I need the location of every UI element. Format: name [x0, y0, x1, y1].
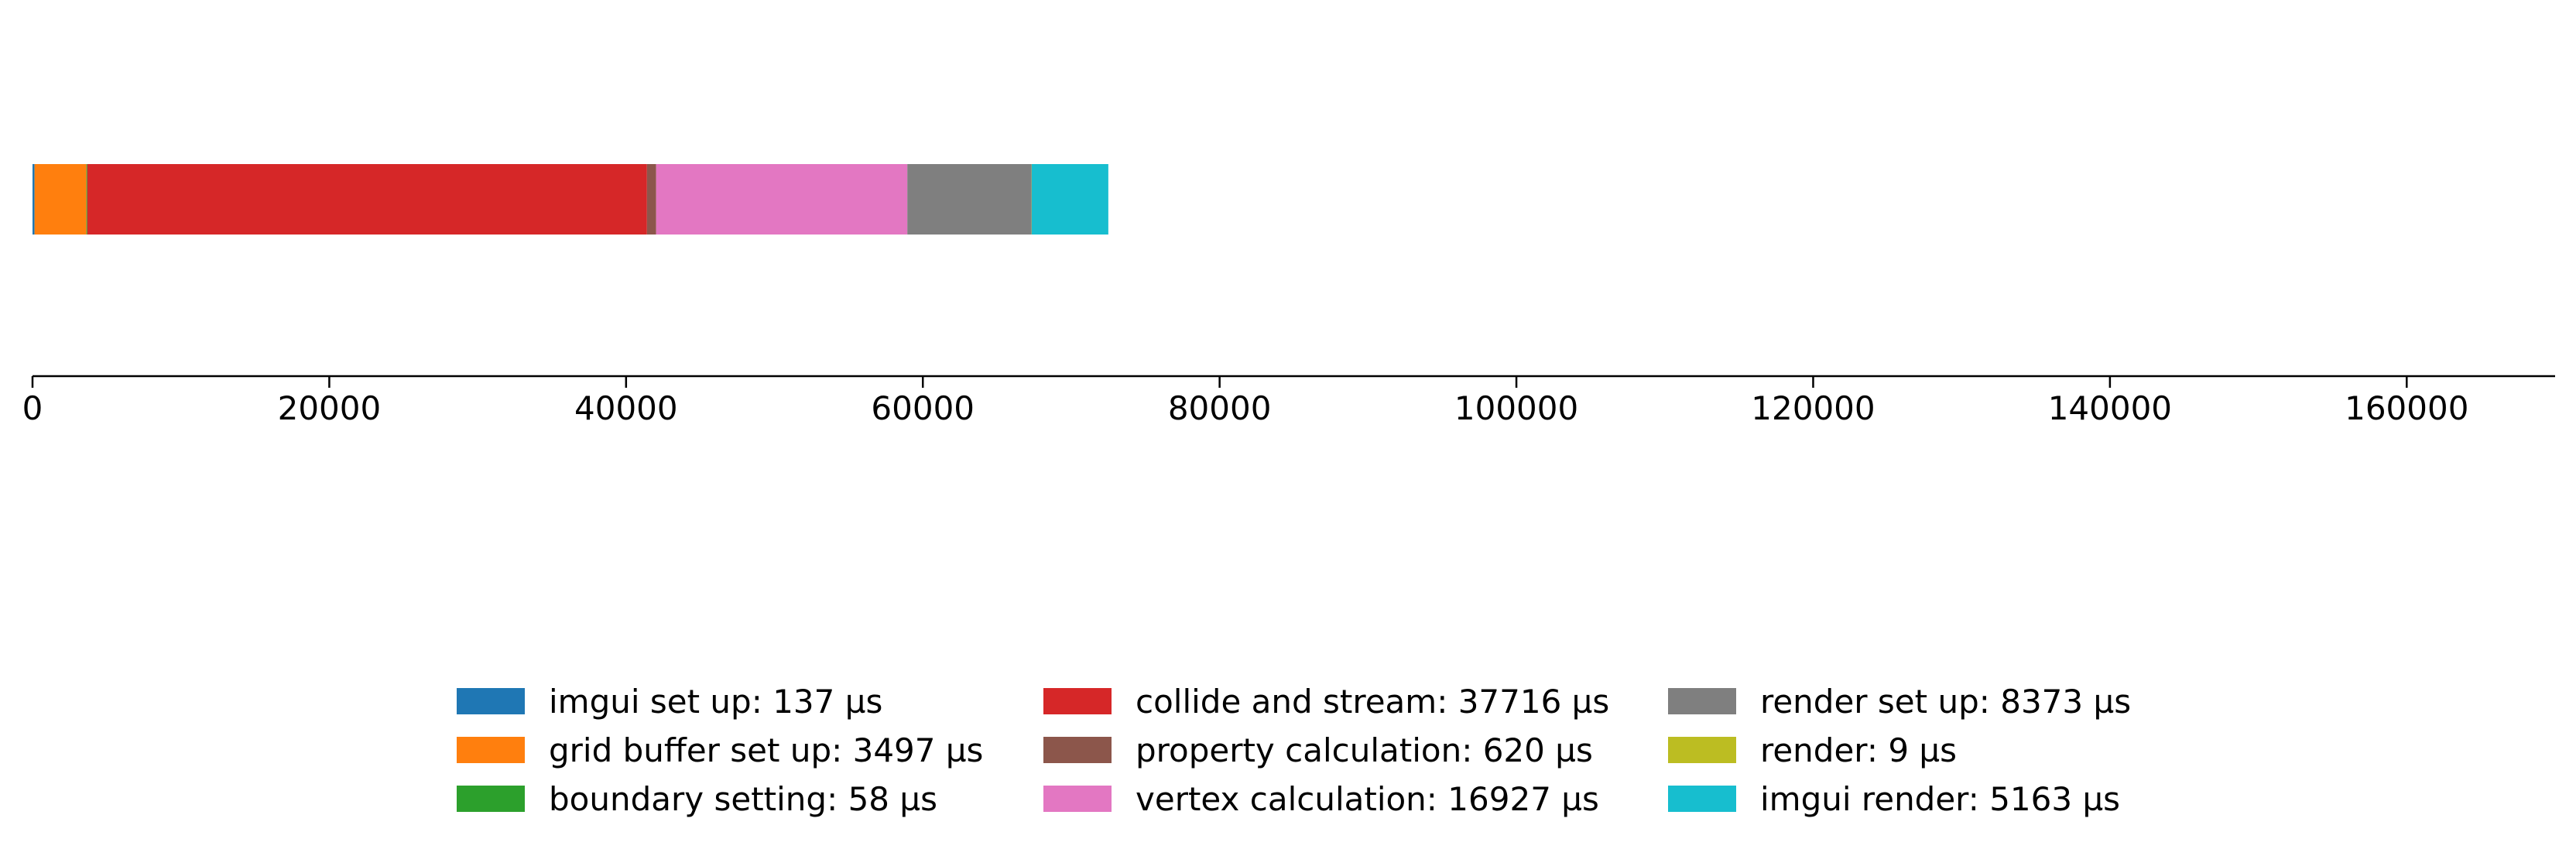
legend-swatch — [1668, 688, 1736, 714]
legend-label: imgui render: 5163 µs — [1760, 780, 2120, 818]
legend-swatch — [1668, 786, 1736, 812]
x-tick-label: 20000 — [278, 389, 382, 427]
x-tick-label: 160000 — [2345, 389, 2468, 427]
bars-layer — [33, 164, 1108, 235]
x-tick-label: 0 — [22, 389, 43, 427]
legend-entry-property-calculation: property calculation: 620 µs — [1043, 731, 1593, 769]
legend-swatch — [457, 737, 525, 763]
bar-segment-vertex-calculation — [656, 164, 908, 235]
legend-swatch — [457, 688, 525, 714]
legend-label: property calculation: 620 µs — [1136, 731, 1593, 769]
legend-swatch — [1668, 737, 1736, 763]
legend-entry-render-set-up: render set up: 8373 µs — [1668, 683, 2131, 721]
legend-entry-grid-buffer-set-up: grid buffer set up: 3497 µs — [457, 731, 983, 769]
bar-segment-property-calculation — [646, 164, 656, 235]
x-tick-label: 40000 — [574, 389, 678, 427]
legend-label: boundary setting: 58 µs — [549, 780, 937, 818]
legend-entry-vertex-calculation: vertex calculation: 16927 µs — [1043, 780, 1599, 818]
x-tick-label: 140000 — [2048, 389, 2172, 427]
x-tick-label: 100000 — [1454, 389, 1578, 427]
legend-entry-imgui-set-up: imgui set up: 137 µs — [457, 683, 882, 721]
legend-label: collide and stream: 37716 µs — [1136, 683, 1609, 721]
legend-entry-render: render: 9 µs — [1668, 731, 1957, 769]
x-tick-label: 60000 — [871, 389, 975, 427]
legend-swatch — [1043, 737, 1112, 763]
x-axis: 0 20000 40000 60000 80000 100000 120000 140000 1… — [22, 375, 2555, 427]
x-tick-label: 80000 — [1168, 389, 1272, 427]
legend-entry-imgui-render: imgui render: 5163 µs — [1668, 780, 2120, 818]
bar-segment-render-set-up — [907, 164, 1032, 235]
legend-swatch — [1043, 786, 1112, 812]
legend-swatch — [457, 786, 525, 812]
legend-label: render: 9 µs — [1760, 731, 1957, 769]
bar-segment-collide-and-stream — [87, 164, 647, 235]
legend: imgui set up: 137 µs grid buffer set up: … — [457, 683, 2131, 818]
x-tick-label: 120000 — [1751, 389, 1875, 427]
legend-label: render set up: 8373 µs — [1760, 683, 2131, 721]
legend-label: vertex calculation: 16927 µs — [1136, 780, 1599, 818]
legend-swatch — [1043, 688, 1112, 714]
bar-segment-imgui-set-up — [33, 164, 35, 235]
legend-label: imgui set up: 137 µs — [549, 683, 882, 721]
bar-segment-grid-buffer-set-up — [34, 164, 87, 235]
legend-entry-boundary-setting: boundary setting: 58 µs — [457, 780, 937, 818]
bar-segment-imgui-render — [1031, 164, 1108, 235]
legend-label: grid buffer set up: 3497 µs — [549, 731, 983, 769]
legend-entry-collide-and-stream: collide and stream: 37716 µs — [1043, 683, 1609, 721]
